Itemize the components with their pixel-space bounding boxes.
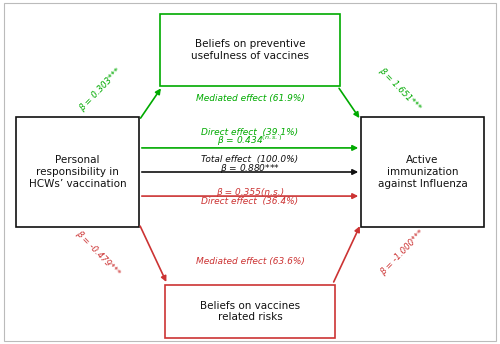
Text: Direct effect  (39.1%): Direct effect (39.1%)	[202, 128, 298, 137]
FancyBboxPatch shape	[16, 117, 138, 227]
Text: Beliefs on vaccines
related risks: Beliefs on vaccines related risks	[200, 301, 300, 322]
Text: β = 1.651***: β = 1.651***	[378, 66, 422, 113]
FancyBboxPatch shape	[361, 117, 484, 227]
Text: Total effect  (100.0%): Total effect (100.0%)	[202, 155, 298, 164]
FancyBboxPatch shape	[165, 285, 335, 338]
Text: Active
immunization
against Influenza: Active immunization against Influenza	[378, 155, 468, 189]
Text: Personal
responsibility in
HCWs’ vaccination: Personal responsibility in HCWs’ vaccina…	[28, 155, 126, 189]
Text: Direct effect  (36.4%): Direct effect (36.4%)	[202, 197, 298, 206]
Text: β = -0.479***: β = -0.479***	[74, 228, 122, 277]
Text: β = 0.355(n.s.): β = 0.355(n.s.)	[216, 188, 284, 197]
Text: $\beta$ = 0.434$^{(n.s.)}$: $\beta$ = 0.434$^{(n.s.)}$	[218, 134, 282, 148]
Text: $\beta$ = 0.880***: $\beta$ = 0.880***	[220, 162, 280, 175]
FancyBboxPatch shape	[160, 14, 340, 86]
Text: β = 0.303***: β = 0.303***	[78, 66, 122, 113]
Text: β = -1.000***: β = -1.000***	[378, 228, 426, 277]
Text: Mediated effect (63.6%): Mediated effect (63.6%)	[196, 257, 304, 266]
Text: Beliefs on preventive
usefulness of vaccines: Beliefs on preventive usefulness of vacc…	[191, 39, 309, 61]
Text: Mediated effect (61.9%): Mediated effect (61.9%)	[196, 94, 304, 103]
